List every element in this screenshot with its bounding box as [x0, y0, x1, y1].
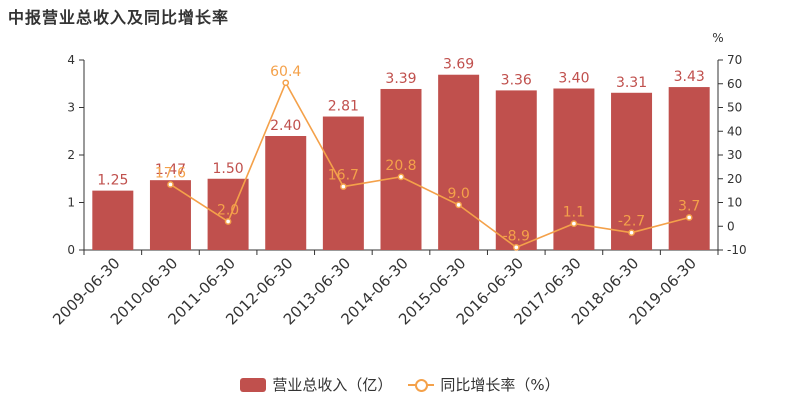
- y-left-tick-label: 2: [67, 148, 75, 162]
- growth-point: [340, 183, 347, 190]
- bar: [380, 88, 422, 250]
- growth-point: [570, 220, 578, 227]
- y-left-tick-label: 0: [67, 243, 75, 257]
- y-right-tick-label: 10: [727, 196, 742, 210]
- growth-point: [512, 244, 520, 251]
- growth-value-label: 16.7: [328, 168, 359, 184]
- legend-item-growth[interactable]: 同比增长率（%）: [408, 374, 560, 395]
- growth-point: [455, 201, 462, 209]
- y-right-tick-label: 30: [727, 148, 742, 162]
- growth-value-label: 3.7: [678, 198, 700, 214]
- growth-value-label: 2.0: [217, 203, 239, 219]
- growth-point: [224, 218, 232, 225]
- y-right-tick-label: 60: [727, 77, 742, 91]
- growth-point: [282, 79, 290, 87]
- growth-point: [628, 229, 635, 237]
- y-right-tick-label: -10: [727, 243, 747, 257]
- y-left-tick-label: 1: [67, 196, 75, 210]
- growth-value-label: 9.0: [448, 186, 470, 202]
- legend-revenue-label: 营业总收入（亿）: [272, 376, 393, 394]
- legend-growth-label: 同比增长率（%）: [440, 376, 560, 394]
- growth-point: [397, 173, 405, 181]
- bar: [668, 87, 710, 250]
- bar-value-label: 2.81: [328, 99, 359, 115]
- bar-value-label: 3.39: [385, 71, 416, 87]
- y-right-tick-label: 50: [727, 101, 742, 115]
- chart-title: 中报营业总收入及同比增长率: [8, 8, 230, 27]
- growth-value-label: 60.4: [270, 64, 301, 80]
- y-right-tick-label: 0: [727, 219, 735, 233]
- growth-point: [685, 214, 693, 221]
- bar-value-label: 3.69: [443, 57, 474, 73]
- legend-bar-swatch: [240, 377, 267, 392]
- bar: [265, 136, 307, 250]
- growth-value-label: -8.9: [503, 228, 530, 244]
- bar-value-label: 2.40: [270, 118, 301, 134]
- bar: [149, 180, 191, 250]
- bar-value-label: 1.47: [155, 162, 186, 178]
- y-right-tick-label: 20: [727, 172, 742, 186]
- bar: [495, 90, 537, 251]
- y-left-tick-label: 3: [67, 101, 75, 115]
- bar-value-label: 1.25: [97, 173, 128, 189]
- growth-value-label: -2.7: [618, 214, 645, 230]
- legend-line-swatch: [408, 378, 435, 392]
- y-right-tick-label: 40: [727, 124, 742, 138]
- y-right-unit: %: [712, 31, 723, 45]
- growth-value-label: 17.6: [155, 165, 186, 181]
- y-right-tick-label: 70: [727, 53, 742, 67]
- bar-value-label: 1.50: [213, 161, 244, 177]
- growth-value-label: 1.1: [563, 205, 585, 221]
- legend-item-revenue[interactable]: 营业总收入（亿）: [240, 374, 392, 395]
- legend: 营业总收入（亿） 同比增长率（%）: [0, 374, 800, 395]
- growth-point: [167, 181, 174, 188]
- bar-value-label: 3.36: [501, 72, 532, 88]
- bar-value-label: 3.40: [558, 71, 589, 87]
- growth-line: [170, 80, 690, 249]
- growth-value-label: 20.8: [385, 158, 416, 174]
- bar-value-label: 3.43: [674, 69, 705, 85]
- bar: [611, 92, 653, 251]
- bar: [92, 190, 134, 250]
- y-left-tick-label: 4: [67, 53, 75, 67]
- bar-value-label: 3.31: [616, 75, 647, 91]
- bar: [438, 74, 480, 250]
